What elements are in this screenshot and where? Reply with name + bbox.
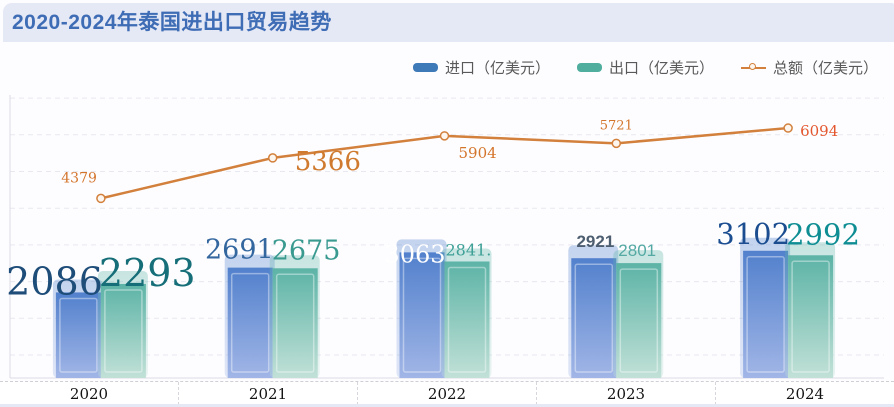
label-total-2024: 6094	[800, 122, 838, 140]
legend-item-0[interactable]: 进口（亿美元）	[412, 57, 550, 78]
bar-import-2023[interactable]	[571, 258, 617, 378]
title-bar: 2020-2024年泰国进出口贸易趋势	[3, 3, 894, 42]
x-axis-label-2023: 2023	[537, 382, 716, 405]
bar-export-2022[interactable]	[444, 261, 490, 378]
label-import-2023: 2921	[576, 232, 614, 251]
bottom-strip	[0, 404, 894, 407]
bar-import-2021-inner	[230, 272, 270, 373]
legend-item-2[interactable]: 总额（亿美元）	[740, 57, 878, 78]
bar-export-2022-inner	[447, 266, 487, 373]
legend-bar-swatch-icon	[576, 63, 602, 72]
label-import-2022: 3063	[384, 240, 445, 268]
point-total-2020[interactable]	[96, 193, 106, 204]
bar-import-2022[interactable]	[399, 252, 445, 378]
bar-import-2024[interactable]	[743, 250, 789, 378]
label-total-2021: 5366	[295, 147, 361, 177]
page-title: 2020-2024年泰国进出口贸易趋势	[12, 11, 332, 34]
bar-export-2024-inner	[791, 260, 830, 373]
legend: 进口（亿美元） 出口（亿美元） 总额（亿美元）	[412, 57, 878, 78]
bar-import-2022-inner	[402, 257, 442, 373]
bar-export-2024[interactable]	[788, 255, 834, 378]
label-import-2020: 2086	[6, 259, 103, 303]
bar-import-2021[interactable]	[227, 267, 273, 378]
x-axis: 2020 2021 2022 2023 2024	[0, 381, 894, 406]
bar-export-2020-inner	[104, 289, 143, 373]
bar-export-2023-inner	[619, 268, 659, 373]
point-total-2021[interactable]	[267, 153, 278, 163]
bar-import-2023-inner	[574, 263, 614, 373]
bar-import-2020-inner	[59, 297, 98, 373]
label-import-2021: 2691	[205, 235, 274, 266]
label-export-2020: 2293	[99, 251, 196, 295]
x-axis-label-2020: 2020	[0, 382, 179, 405]
bar-import-2020[interactable]	[55, 292, 101, 378]
bar-export-2021-inner	[275, 273, 315, 373]
label-export-2021: 2675	[272, 235, 341, 266]
x-axis-label-2021: 2021	[179, 382, 358, 405]
legend-label: 出口（亿美元）	[608, 60, 714, 77]
label-export-2022: 2841.	[446, 240, 492, 259]
label-total-2022: 5904	[459, 144, 497, 162]
legend-line-swatch-icon	[740, 63, 766, 72]
x-axis-label-2022: 2022	[358, 382, 537, 405]
bar-export-2020[interactable]	[100, 283, 146, 378]
point-total-2024[interactable]	[783, 123, 793, 133]
x-axis-label-2024: 2024	[785, 384, 825, 403]
label-import-2024: 3102	[716, 217, 790, 251]
label-export-2024: 2992	[786, 217, 860, 251]
bar-export-2021[interactable]	[272, 268, 318, 378]
bar-import-2024-inner	[746, 256, 785, 373]
legend-label: 进口（亿美元）	[444, 60, 550, 77]
legend-bar-swatch-icon	[412, 63, 438, 72]
label-total-2023: 5721	[600, 118, 633, 133]
point-total-2022[interactable]	[439, 131, 450, 141]
point-total-2023[interactable]	[611, 138, 622, 149]
label-export-2023: 2801	[618, 241, 656, 260]
bar-export-2023[interactable]	[616, 263, 662, 378]
legend-item-1[interactable]: 出口（亿美元）	[576, 57, 714, 78]
legend-label: 总额（亿美元）	[772, 60, 878, 77]
label-total-2020: 4379	[61, 170, 97, 186]
